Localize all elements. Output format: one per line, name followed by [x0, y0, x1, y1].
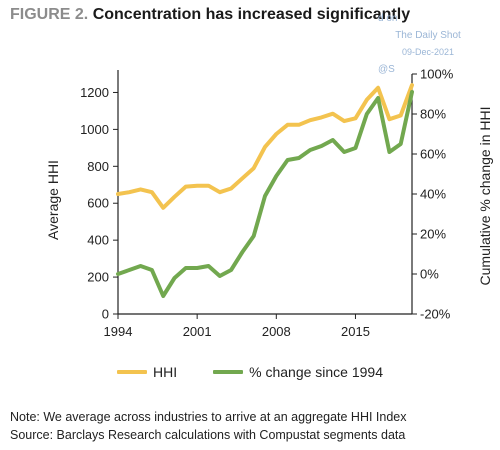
footnote: Note: We average across industries to ar…: [10, 408, 407, 444]
legend-label-pct-change: % change since 1994: [249, 364, 383, 380]
watermark-line-1: d on: [378, 13, 398, 24]
left-tick-label: 200: [87, 270, 109, 285]
right-y-axis: -20% 0% 20% 40% 60% 80% 100%: [411, 67, 454, 322]
left-y-axis: 0 200 400 600 800 1000 1200: [80, 70, 119, 322]
legend-label-hhi: HHI: [153, 364, 178, 380]
right-tick-label: 20%: [420, 227, 446, 242]
left-axis-title: Average HHI: [45, 160, 61, 240]
figure-number: FIGURE 2.: [10, 6, 89, 23]
right-tick-label: 100%: [420, 67, 454, 82]
right-tick-label: 60%: [420, 147, 446, 162]
footnote-source: Source: Barclays Research calculations w…: [10, 428, 406, 442]
right-tick-label: 0%: [420, 267, 439, 282]
x-tick-label: 2015: [341, 324, 370, 339]
line-chart: 0 200 400 600 800 1000 1200 -20% 0% 20% 40% 60% 80%…: [45, 67, 493, 340]
watermark-handle: @S: [378, 64, 395, 75]
x-axis: 1994 2001 2008 2015: [104, 313, 412, 339]
x-tick-label: 2001: [183, 324, 212, 339]
right-tick-label: 80%: [420, 107, 446, 122]
right-tick-label: 40%: [420, 187, 446, 202]
x-tick-label: 2008: [262, 324, 291, 339]
series-line-hhi: [116, 83, 414, 210]
left-tick-label: 600: [87, 196, 109, 211]
footnote-note: Note: We average across industries to ar…: [10, 410, 407, 424]
left-tick-label: 400: [87, 233, 109, 248]
watermark-date: 09-Dec-2021: [401, 47, 455, 57]
watermark-source: The Daily Shot: [395, 30, 461, 41]
left-tick-label: 0: [102, 307, 109, 322]
figure-heading: Concentration has increased significantl…: [92, 6, 411, 23]
right-axis-title: Cumulative % change in HHI: [477, 107, 493, 286]
x-tick-label: 1994: [104, 324, 133, 339]
left-tick-label: 1200: [80, 85, 109, 100]
legend-item-pct-change: % change since 1994: [213, 364, 383, 380]
legend-swatch-pct-change: [213, 370, 244, 374]
series-layer: [116, 83, 414, 298]
legend-item-hhi: HHI: [117, 364, 177, 380]
watermark: d on The Daily Shot 09-Dec-2021 @S: [378, 10, 478, 78]
right-tick-label: -20%: [420, 307, 451, 322]
left-tick-label: 800: [87, 159, 109, 174]
left-tick-label: 1000: [80, 122, 109, 137]
series-line-pct-change: [116, 90, 414, 298]
chart-legend: HHI % change since 1994: [0, 364, 500, 380]
legend-swatch-hhi: [117, 370, 147, 374]
figure-title: FIGURE 2. Concentration has increased si…: [10, 6, 410, 24]
